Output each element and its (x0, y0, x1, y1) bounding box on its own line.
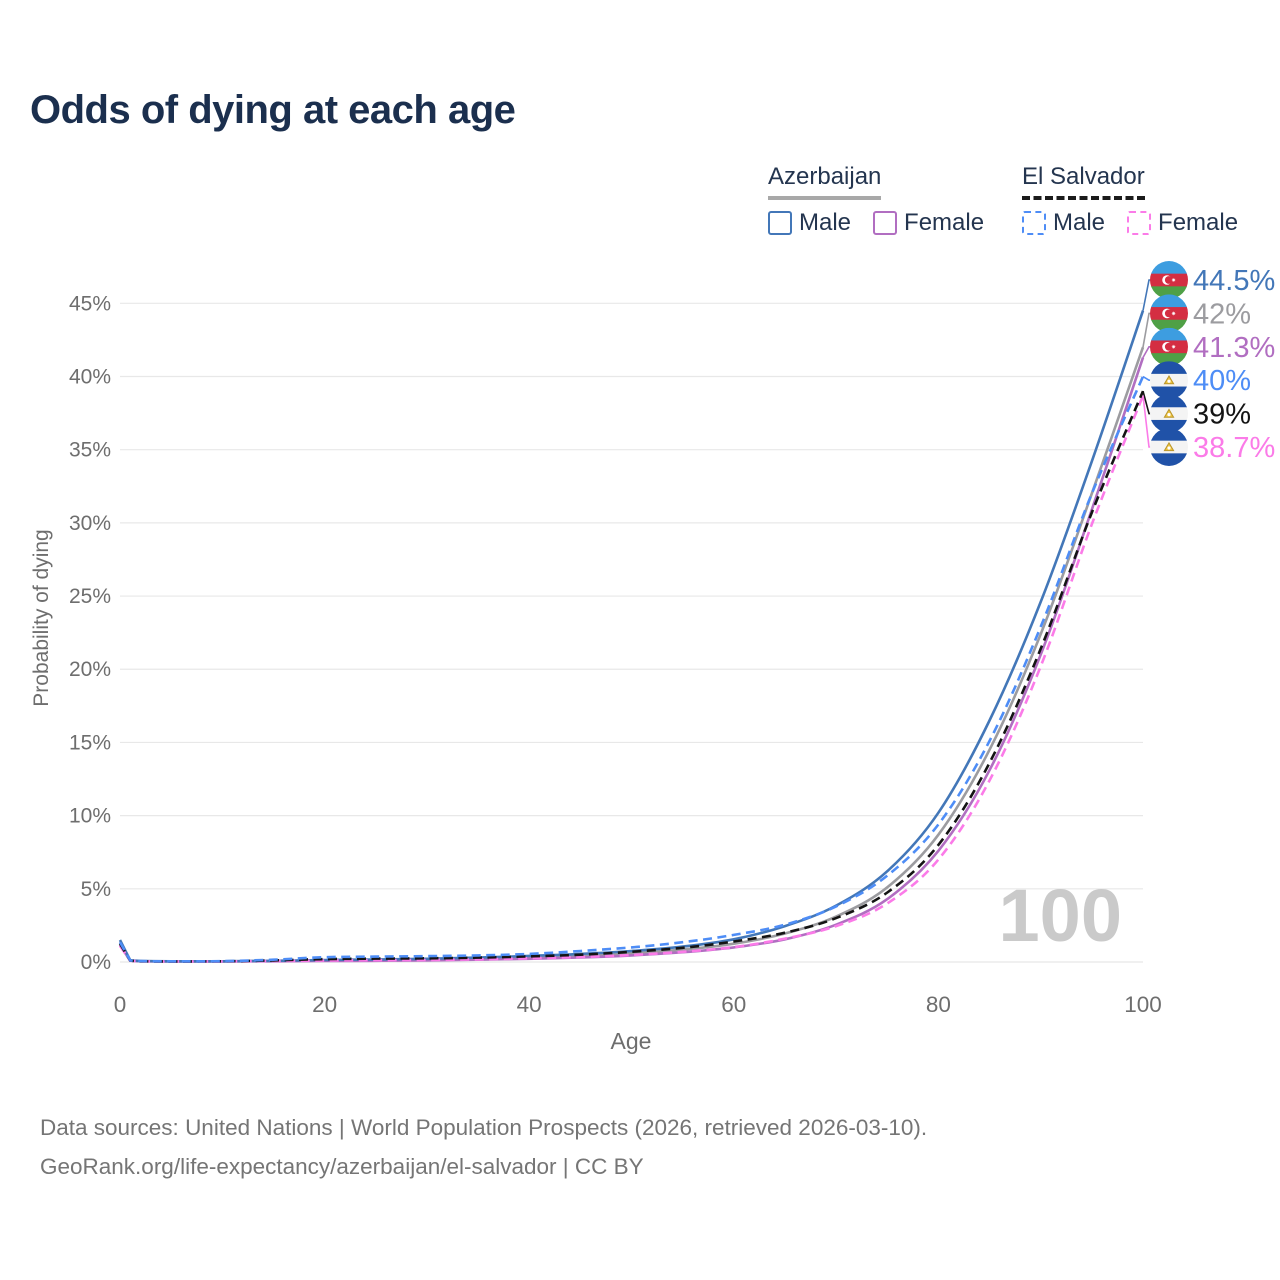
footer-attribution: GeoRank.org/life-expectancy/azerbaijan/e… (40, 1154, 644, 1179)
series-line-el-salvador-both-sexes[interactable] (118, 390, 1145, 963)
legend-label: Female (1158, 209, 1239, 236)
legend-item-el-salvador-male[interactable]: Male (1022, 209, 1105, 237)
legend-group-azerbaijan: Azerbaijan Male Female (768, 163, 984, 237)
end-label-value: 42% (1193, 298, 1251, 330)
legend-item-el-salvador-female[interactable]: Female (1127, 209, 1238, 237)
flag-icon-azerbaijan (1150, 261, 1188, 299)
series-line-azerbaijan-male[interactable] (118, 310, 1145, 963)
footer: Data sources: United Nations | World Pop… (40, 1108, 927, 1186)
flag-icon-azerbaijan (1150, 294, 1188, 333)
series-lines (118, 310, 1145, 963)
end-label-el-salvador-female[interactable]: 38.7% (1142, 395, 1275, 467)
plot-area: 0% 5% 10% 15% 20% 25% 30% 35% 40% 45% 0 20 40 60 80 100… (69, 261, 1275, 1017)
legend-swatch-azerbaijan-male (768, 211, 792, 235)
chart-title: Odds of dying at each age (30, 88, 516, 132)
age-watermark: 100 (999, 874, 1122, 957)
series-line-azerbaijan-female[interactable] (118, 357, 1145, 963)
y-tick-label: 10% (69, 805, 111, 828)
gridlines: 0% 5% 10% 15% 20% 25% 30% 35% 40% 45% 0 20 40 60 80 100 (69, 292, 1162, 1017)
y-tick-label: 5% (81, 878, 111, 901)
y-tick-label: 45% (69, 292, 111, 315)
x-tick-label: 100 (1124, 992, 1162, 1017)
legend-country-azerbaijan[interactable]: Azerbaijan (768, 163, 882, 200)
y-tick-label: 15% (69, 731, 111, 754)
x-tick-label: 60 (721, 992, 746, 1017)
legend-swatch-azerbaijan-female (873, 211, 898, 235)
flag-icon-el-salvador (1150, 394, 1188, 433)
legend-label: Male (1053, 209, 1106, 236)
end-label-el-salvador-both-sexes[interactable]: 39% (1142, 390, 1251, 433)
legend-item-azerbaijan-male[interactable]: Male (768, 209, 851, 237)
legend-label: Female (904, 209, 985, 236)
y-tick-label: 20% (69, 658, 111, 681)
y-tick-label: 30% (69, 512, 111, 535)
flag-icon-azerbaijan (1150, 327, 1188, 366)
x-tick-label: 0 (114, 992, 127, 1017)
end-label-value: 41.3% (1193, 332, 1275, 364)
y-tick-label: 35% (69, 439, 111, 462)
end-label-value: 40% (1193, 365, 1251, 397)
series-line-el-salvador-female[interactable] (118, 395, 1145, 963)
y-tick-label: 0% (81, 951, 111, 974)
end-label-value: 44.5% (1193, 265, 1275, 297)
legend-swatch-el-salvador-female (1127, 211, 1152, 235)
x-tick-label: 40 (517, 992, 542, 1017)
flag-icon-el-salvador (1150, 361, 1188, 400)
end-label-value: 39% (1193, 399, 1251, 431)
series-line-el-salvador-male[interactable] (118, 375, 1145, 963)
footer-data-sources: Data sources: United Nations | World Pop… (40, 1115, 928, 1140)
flag-icon-el-salvador (1150, 428, 1188, 466)
x-tick-label: 80 (926, 992, 951, 1017)
end-label-value: 38.7% (1193, 432, 1275, 464)
y-tick-label: 40% (69, 365, 111, 388)
x-tick-label: 20 (312, 992, 337, 1017)
series-line-azerbaijan-both-sexes[interactable] (118, 346, 1145, 963)
legend-label: Male (799, 209, 852, 236)
end-labels: 44.5%42%41.3%40%39%38.7% (1142, 261, 1275, 467)
end-label-azerbaijan-both-sexes[interactable]: 42% (1142, 294, 1251, 348)
end-label-azerbaijan-female[interactable]: 41.3% (1142, 327, 1275, 367)
legend-group-el-salvador: El Salvador Male Female (1022, 163, 1238, 237)
legend-item-azerbaijan-female[interactable]: Female (873, 209, 984, 237)
legend-country-el-salvador[interactable]: El Salvador (1022, 163, 1145, 200)
x-axis-title: Age (610, 1028, 652, 1054)
y-tick-label: 25% (69, 585, 111, 608)
end-label-el-salvador-male[interactable]: 40% (1142, 361, 1251, 400)
legend-swatch-el-salvador-male (1022, 211, 1046, 235)
end-label-azerbaijan-male[interactable]: 44.5% (1142, 261, 1275, 311)
